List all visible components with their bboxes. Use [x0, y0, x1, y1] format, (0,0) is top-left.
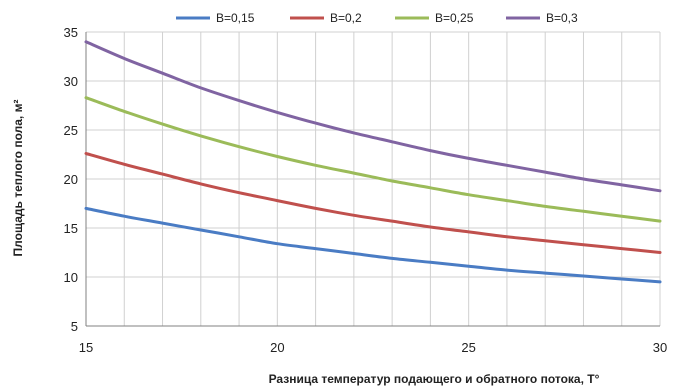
series-line-1 [84, 206, 662, 284]
x-tick-label: 30 [653, 340, 667, 355]
legend-label: B=0,15 [216, 11, 255, 25]
y-tick-label: 15 [64, 221, 78, 236]
y-tick-label: 35 [64, 25, 78, 40]
x-tick-label: 20 [270, 340, 284, 355]
x-tick-label: 15 [79, 340, 93, 355]
y-axis-title: Площадь теплого пола, м² [11, 100, 25, 257]
legend: B=0,15 B=0,2 B=0,25 B=0,3 [176, 11, 578, 25]
x-axis-title: Разница температур подающего и обратного… [269, 372, 600, 386]
legend-label: B=0,25 [435, 11, 474, 25]
x-tick-label: 25 [461, 340, 475, 355]
series-line-3 [84, 96, 662, 223]
y-tick-label: 30 [64, 74, 78, 89]
series-lines [84, 40, 662, 284]
y-tick-label: 20 [64, 172, 78, 187]
y-tick-label: 5 [71, 319, 78, 334]
legend-label: B=0,2 [330, 11, 362, 25]
series-line-2 [84, 152, 662, 254]
y-tick-label: 25 [64, 123, 78, 138]
y-tick-label: 10 [64, 270, 78, 285]
axes: 5 10 15 20 25 30 35 15 20 25 30 [64, 25, 668, 355]
legend-label: B=0,3 [546, 11, 578, 25]
series-line-4 [84, 40, 662, 193]
